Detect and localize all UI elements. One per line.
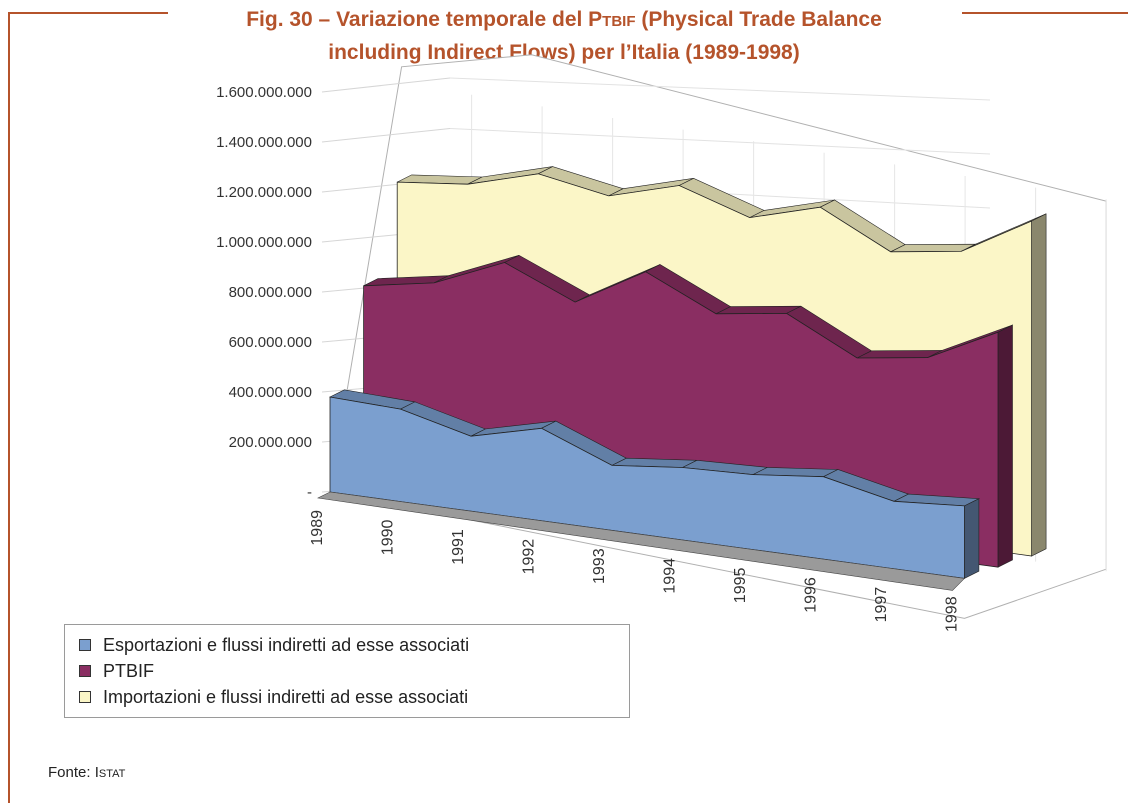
- source-note: Fonte: ISTAT: [48, 764, 126, 781]
- frame-left-line: [8, 12, 10, 803]
- gridline: [321, 77, 451, 93]
- legend-swatch-ptbif: [79, 665, 91, 677]
- legend-item-importazioni: Importazioni e flussi indiretti ad esse …: [79, 685, 468, 709]
- figure-title: Fig. 30 – Variazione temporale del PTBIF…: [0, 4, 1128, 68]
- legend-label-ptbif: PTBIF: [103, 660, 155, 681]
- y-tick-label: -: [307, 484, 312, 501]
- y-tick-label: 1.200.000.000: [216, 184, 312, 201]
- gridline: [321, 128, 451, 143]
- x-tick-label: 1994: [662, 558, 679, 594]
- y-tick-label: 1.000.000.000: [216, 234, 312, 251]
- figure-title-line-1: Fig. 30 – Variazione temporale del PTBIF…: [246, 8, 882, 31]
- gridline: [449, 77, 991, 101]
- frame-top-left-line: [8, 12, 168, 14]
- series-esportazioni: [329, 389, 981, 579]
- x-tick-label: 1998: [944, 596, 961, 632]
- y-axis-ticks: - 200.000.000 400.000.000 600.000.000 800.00…: [216, 84, 312, 501]
- x-tick-label: 1997: [873, 587, 890, 623]
- legend-item-esportazioni: Esportazioni e flussi indiretti ad esse …: [79, 633, 469, 657]
- floor-edge: [317, 491, 966, 591]
- x-tick-label: 1996: [803, 577, 820, 613]
- y-tick-label: 400.000.000: [229, 384, 312, 401]
- area-end-face: [964, 498, 980, 579]
- figure-title-line-2: including Indirect Flows) per l’Italia (…: [328, 41, 800, 64]
- y-tick-label: 600.000.000: [229, 334, 312, 351]
- area-end-face: [1031, 213, 1047, 557]
- y-tick-label: 200.000.000: [229, 434, 312, 451]
- x-tick-label: 1993: [591, 548, 608, 584]
- legend-swatch-esportazioni: [79, 639, 91, 651]
- y-tick-label: 1.600.000.000: [216, 84, 312, 101]
- gridline: [449, 128, 991, 155]
- chart-legend: Esportazioni e flussi indiretti ad esse …: [64, 624, 630, 718]
- x-tick-label: 1991: [450, 529, 467, 565]
- y-tick-label: 800.000.000: [229, 284, 312, 301]
- legend-item-ptbif: PTBIF: [79, 659, 154, 683]
- x-tick-label: 1990: [380, 519, 397, 555]
- series-layer: [317, 166, 1047, 591]
- legend-swatch-importazioni: [79, 691, 91, 703]
- area-end-face: [997, 324, 1013, 568]
- x-tick-label: 1995: [732, 567, 749, 603]
- legend-label-importazioni: Importazioni e flussi indiretti ad esse …: [103, 686, 469, 707]
- x-tick-label: 1989: [309, 510, 326, 546]
- y-tick-label: 1.400.000.000: [216, 134, 312, 151]
- x-axis-ticks: 1989 1990 1991 1992 1993 1994 1995 1996 1997 1998: [309, 510, 961, 632]
- frame-top-right-line: [962, 12, 1128, 14]
- x-tick-label: 1992: [521, 539, 538, 575]
- legend-label-esportazioni: Esportazioni e flussi indiretti ad esse …: [103, 634, 470, 655]
